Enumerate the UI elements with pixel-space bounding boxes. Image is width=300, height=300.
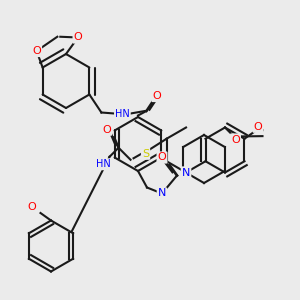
Text: O: O: [27, 202, 36, 212]
Text: HN: HN: [96, 159, 111, 169]
Text: O: O: [102, 125, 111, 135]
Text: HN: HN: [115, 109, 130, 119]
Text: S: S: [142, 149, 149, 159]
Text: N: N: [182, 167, 190, 178]
Text: O: O: [32, 46, 41, 56]
Text: O: O: [158, 152, 166, 163]
Text: O: O: [254, 122, 262, 132]
Text: O: O: [231, 134, 240, 145]
Text: O: O: [74, 32, 82, 43]
Text: O: O: [152, 91, 161, 101]
Text: N: N: [158, 188, 166, 199]
